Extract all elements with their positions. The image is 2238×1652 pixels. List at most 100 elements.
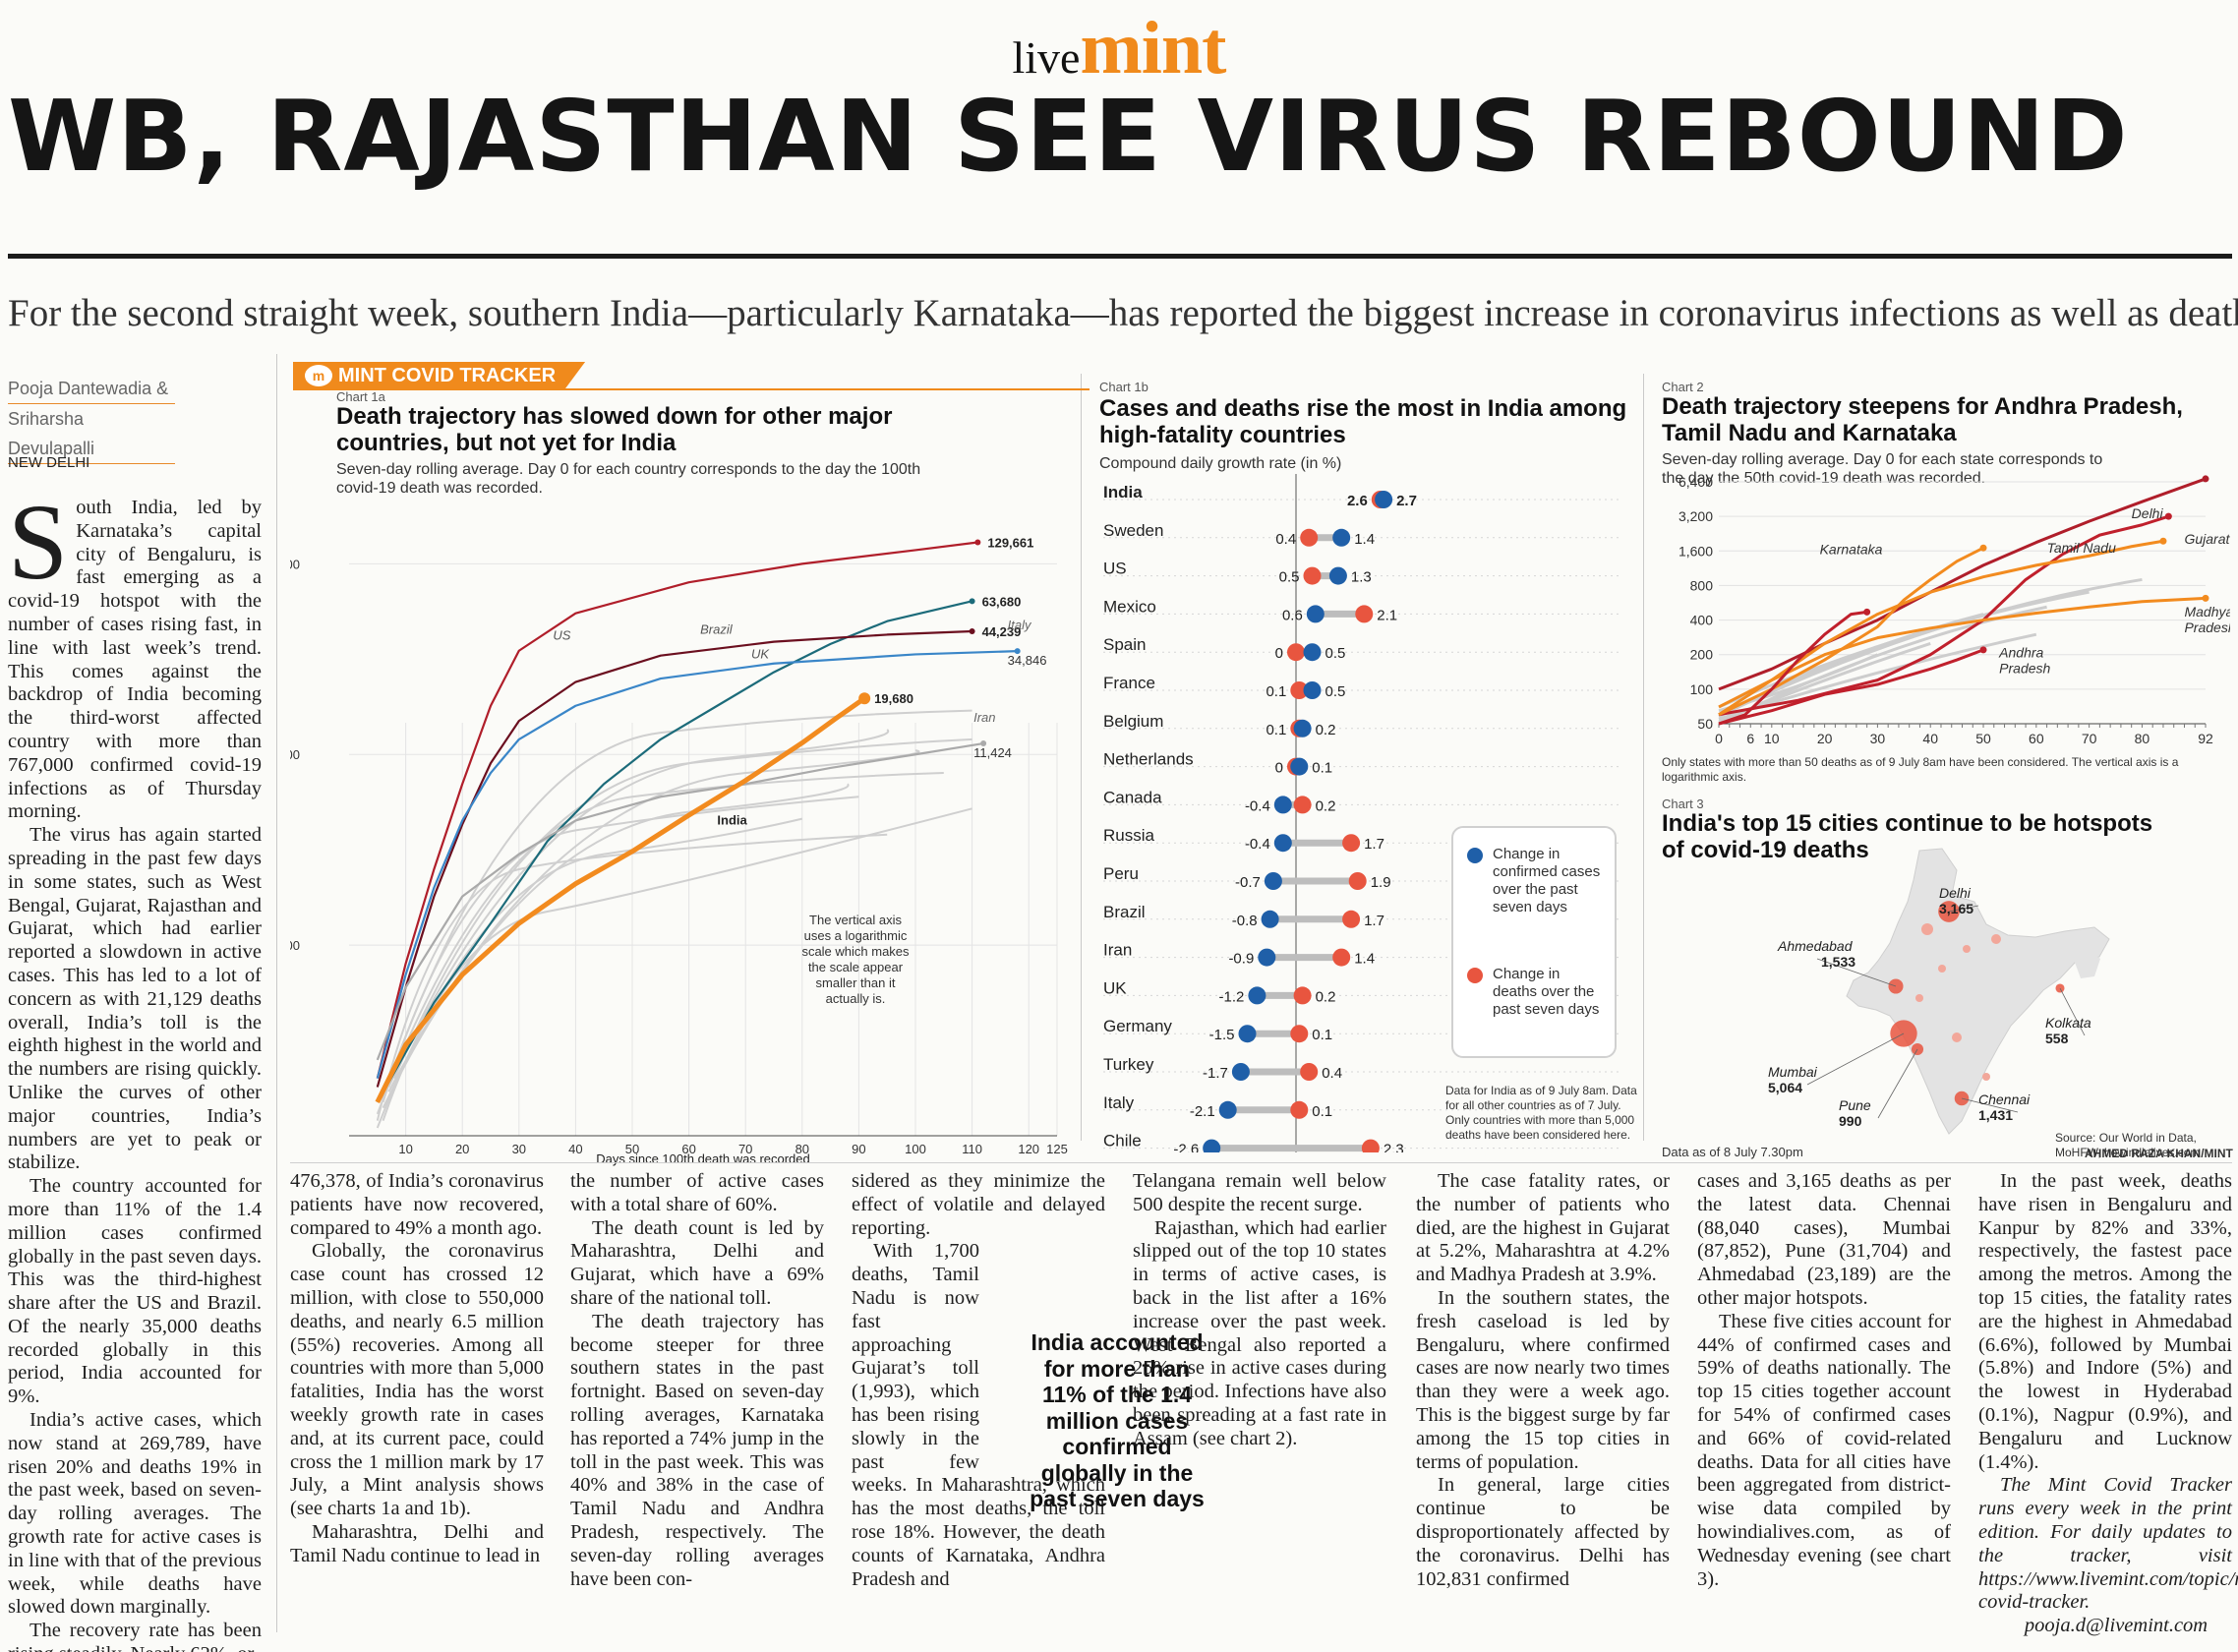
city-name: Mumbai bbox=[1768, 1064, 1818, 1080]
x-tick-label: 60 bbox=[2029, 731, 2044, 746]
deaths-value-label: 0.1 bbox=[1312, 1027, 1332, 1043]
paragraph: Rajasthan, which had earlier slipped out… bbox=[1133, 1216, 1386, 1449]
state-label: Karnataka bbox=[1820, 542, 1883, 558]
deaths-value-label: 2.3 bbox=[1384, 1142, 1404, 1152]
byline: Pooja Dantewadia & Sriharsha Devulapalli bbox=[8, 374, 175, 464]
article-column-3: the number of active cases with a total … bbox=[570, 1170, 824, 1591]
chart-subtitle: Seven-day rolling average. Day 0 for eac… bbox=[1662, 451, 2103, 487]
x-tick-label: 120 bbox=[1018, 1142, 1039, 1156]
cases-dot bbox=[1290, 757, 1309, 776]
deaths-value-label: 1.9 bbox=[1371, 874, 1391, 891]
leader-line bbox=[1948, 905, 1979, 913]
country-label: Canada bbox=[1103, 788, 1162, 806]
x-tick-label: 30 bbox=[512, 1142, 526, 1156]
state-end-point bbox=[1863, 608, 1871, 616]
state-end-point bbox=[2164, 512, 2172, 520]
axis-ticks: 10 20 30 40 50 60 70 80 90 100 110 120 125 100,000 10,… bbox=[290, 557, 1068, 1156]
cases-dot bbox=[1293, 719, 1312, 738]
chart-label: Chart 1b bbox=[1099, 380, 1148, 394]
deaths-value-label: 0.4 bbox=[1275, 531, 1296, 548]
city-bubble bbox=[1952, 1032, 1962, 1042]
deaths-dot bbox=[1355, 605, 1374, 623]
series-name-label: Iran bbox=[973, 710, 995, 725]
paragraph: With 1,700 deaths, Tamil Nadu is now fas… bbox=[852, 1240, 1105, 1591]
cases-dot bbox=[1218, 1100, 1237, 1119]
paragraph: The country accounted for more than 11% … bbox=[8, 1175, 262, 1408]
paragraph-text: With 1,700 deaths, Tamil Nadu is now fas… bbox=[852, 1240, 1105, 1590]
masthead-mint: mint bbox=[1080, 7, 1226, 89]
city-value: 558 bbox=[2045, 1031, 2069, 1046]
leader-line bbox=[2059, 987, 2086, 1036]
cases-value-label: -0.7 bbox=[1235, 874, 1261, 891]
series-end-point bbox=[969, 598, 975, 605]
x-tick-label: 30 bbox=[1870, 731, 1886, 746]
country-label: US bbox=[1103, 560, 1127, 578]
legend-deaths: Change in deaths over the past seven day… bbox=[1493, 966, 1600, 1018]
deaths-dot bbox=[1300, 1063, 1319, 1081]
series-value-label: 44,239 bbox=[982, 624, 1022, 639]
city-bubble bbox=[1963, 945, 1971, 953]
x-tick-label: 80 bbox=[795, 1142, 809, 1156]
series-name-label: Italy bbox=[1008, 618, 1032, 632]
series-end-point bbox=[980, 740, 987, 747]
cases-dot bbox=[1261, 910, 1279, 928]
y-tick-label: 100 bbox=[1690, 681, 1714, 697]
x-tick-label: 70 bbox=[2082, 731, 2097, 746]
paragraph: The case fatality rates, or the number o… bbox=[1416, 1170, 1670, 1286]
paragraph: The recovery rate has been rising steadi… bbox=[8, 1620, 262, 1652]
paragraph: 476,378, of India’s coronavirus patients… bbox=[290, 1170, 544, 1239]
paragraph: cases and 3,165 deaths as per the latest… bbox=[1697, 1170, 1951, 1309]
tracker-rule bbox=[293, 388, 1090, 390]
x-tick-label: 125 bbox=[1046, 1142, 1068, 1156]
other-state-line bbox=[1718, 590, 2090, 709]
country-label: Netherlands bbox=[1103, 750, 1194, 769]
x-tick-label: 100 bbox=[905, 1142, 926, 1156]
cases-dot bbox=[1328, 566, 1347, 585]
x-tick-label: 92 bbox=[2198, 731, 2213, 746]
deaths-dot bbox=[1293, 796, 1312, 814]
city-bubble bbox=[1938, 965, 1946, 973]
deaths-dot bbox=[1361, 1139, 1380, 1152]
x-tick-label: 90 bbox=[852, 1142, 865, 1156]
city-value: 1,533 bbox=[1821, 954, 1855, 970]
deaths-dot bbox=[1303, 566, 1322, 585]
cases-dot bbox=[1203, 1139, 1221, 1152]
state-end-point bbox=[1979, 544, 1987, 552]
deaths-value-label: 2.6 bbox=[1347, 493, 1368, 509]
paragraph: In the past week, deaths have risen in B… bbox=[1978, 1170, 2232, 1473]
city-bubble bbox=[1915, 994, 1923, 1002]
drop-cap: S bbox=[8, 482, 69, 602]
country-label: Chile bbox=[1103, 1132, 1142, 1150]
chart-label: Chart 1a bbox=[336, 389, 385, 404]
state-labels: MaharashtraDelhiGujaratTamil NaduKarnata… bbox=[1820, 505, 2230, 677]
chart-divider bbox=[1643, 374, 1644, 1141]
y-tick-label: 10,000 bbox=[290, 747, 300, 762]
deaths-dot-icon bbox=[1467, 968, 1483, 983]
state-end-point bbox=[2202, 594, 2209, 602]
masthead-live: live bbox=[1012, 32, 1081, 83]
paragraph: sidered as they minimize the effect of v… bbox=[852, 1170, 1105, 1239]
paragraph: Maharashtra, Delhi and Tamil Nadu contin… bbox=[290, 1520, 544, 1566]
deaths-dot bbox=[1332, 948, 1351, 967]
state-label: Madhya bbox=[2184, 604, 2230, 620]
cases-value-label: 0.2 bbox=[1316, 722, 1336, 738]
chart-divider bbox=[1081, 374, 1082, 1141]
article-column-4: sidered as they minimize the effect of v… bbox=[852, 1170, 1105, 1591]
x-tick-label: 0 bbox=[1715, 731, 1723, 746]
other-country-line bbox=[387, 729, 890, 1088]
city-bubble bbox=[1982, 1073, 1990, 1081]
deaths-value-label: 1.7 bbox=[1364, 836, 1384, 853]
series-name-label: India bbox=[717, 812, 747, 827]
state-label: Delhi bbox=[2132, 505, 2164, 521]
deaths-value-label: 0.5 bbox=[1279, 569, 1300, 586]
deaths-dot bbox=[1290, 681, 1309, 699]
other-state-line bbox=[1718, 577, 2143, 718]
chart-title: Death trajectory steepens for Andhra Pra… bbox=[1662, 393, 2183, 446]
paragraph: the number of active cases with a total … bbox=[570, 1170, 824, 1215]
cases-value-label: -0.4 bbox=[1245, 797, 1270, 814]
country-label: Brazil bbox=[1103, 903, 1146, 921]
country-label: France bbox=[1103, 674, 1155, 692]
